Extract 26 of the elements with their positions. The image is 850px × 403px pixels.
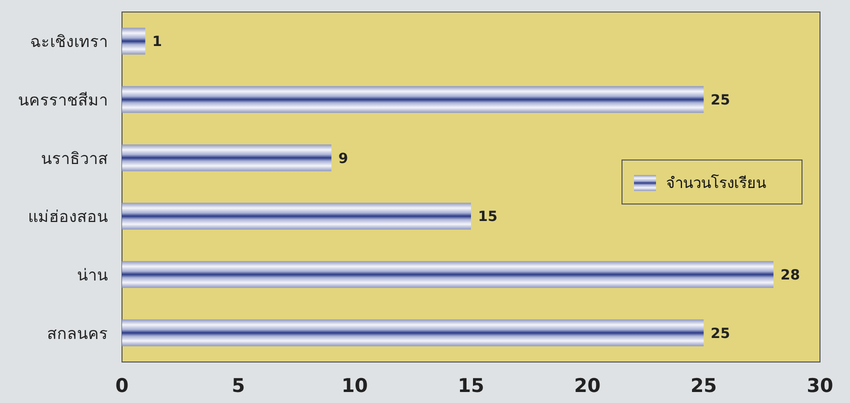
data-label: 25 bbox=[710, 92, 730, 108]
y-tick-label: น่าน bbox=[77, 266, 108, 284]
legend-label: จำนวนโรงเรียน bbox=[666, 174, 766, 192]
y-tick-label: ฉะเชิงเทรา bbox=[30, 32, 108, 52]
y-tick-label: นราธิวาส bbox=[41, 148, 108, 168]
bar bbox=[122, 86, 704, 113]
data-label: 15 bbox=[478, 209, 498, 226]
bar bbox=[122, 202, 471, 230]
data-label: 25 bbox=[710, 326, 730, 342]
bar bbox=[122, 144, 332, 172]
y-tick-label: สกลนคร bbox=[47, 324, 108, 343]
data-label: 1 bbox=[152, 34, 162, 50]
bar bbox=[122, 261, 774, 288]
x-tick-label: 10 bbox=[341, 375, 368, 397]
bar bbox=[122, 28, 146, 55]
bar bbox=[122, 319, 704, 346]
x-tick-label: 0 bbox=[115, 375, 129, 397]
data-label: 9 bbox=[338, 150, 348, 167]
y-tick-label: แม่ฮ่องสอน bbox=[28, 207, 108, 226]
x-tick-label: 20 bbox=[574, 375, 601, 397]
x-tick-label: 30 bbox=[806, 375, 834, 397]
y-tick-label: นครราชสีมา bbox=[18, 90, 108, 110]
x-tick-label: 5 bbox=[232, 375, 245, 397]
x-tick-label: 15 bbox=[458, 375, 484, 397]
x-tick-label: 25 bbox=[690, 375, 717, 397]
data-label: 28 bbox=[780, 268, 800, 284]
